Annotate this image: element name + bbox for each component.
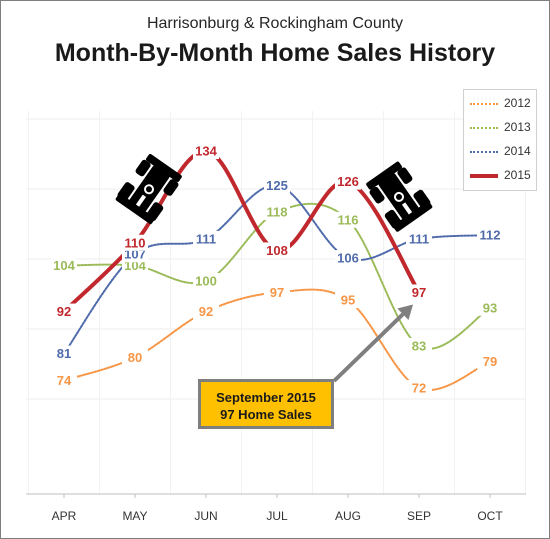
legend-swatch xyxy=(470,127,498,129)
annotation-callout: September 2015 97 Home Sales xyxy=(198,379,334,429)
data-label-bg xyxy=(51,345,77,362)
data-label: 118 xyxy=(267,205,288,220)
legend-label: 2014 xyxy=(504,144,531,158)
legend: 2012 2013 2014 2015 xyxy=(463,89,537,191)
data-label-bg xyxy=(193,143,219,160)
data-label: 111 xyxy=(409,231,429,246)
data-label: 110 xyxy=(125,235,146,250)
data-label-bg xyxy=(477,353,503,370)
data-label: 92 xyxy=(57,304,71,319)
data-label: 134 xyxy=(195,144,217,159)
data-label: 104 xyxy=(53,258,75,273)
data-label: 116 xyxy=(338,212,359,227)
data-label: 95 xyxy=(341,293,355,308)
series-line-2013 xyxy=(63,202,491,350)
data-label-bg xyxy=(51,303,77,320)
data-label-bg xyxy=(122,349,148,366)
data-label: 72 xyxy=(412,381,426,396)
data-label-bg xyxy=(264,242,290,259)
legend-item-2013: 2013 xyxy=(470,118,536,138)
legend-swatch xyxy=(470,151,498,153)
legend-label: 2012 xyxy=(504,96,531,110)
data-label-bg xyxy=(264,284,290,301)
x-tick-label: AUG xyxy=(335,509,361,523)
data-label: 111 xyxy=(196,231,216,246)
data-label-bg xyxy=(477,299,503,316)
data-label-bg xyxy=(264,177,290,194)
data-label: 108 xyxy=(266,243,288,258)
callout-arrow-shaft xyxy=(332,312,405,383)
legend-swatch xyxy=(470,174,498,178)
chart-subtitle: Harrisonburg & Rockingham County xyxy=(146,15,404,32)
data-label: 106 xyxy=(337,251,359,266)
legend-swatch xyxy=(470,103,498,105)
data-label: 92 xyxy=(199,304,213,319)
data-label: 74 xyxy=(57,373,72,388)
data-label-bg xyxy=(406,337,432,354)
data-label-bg xyxy=(193,230,219,247)
data-label: 93 xyxy=(483,300,497,315)
legend-label: 2013 xyxy=(504,120,531,134)
legend-item-2015: 2015 xyxy=(470,166,536,186)
x-tick-label: SEP xyxy=(407,509,431,523)
data-label-bg xyxy=(335,250,361,267)
data-label: 112 xyxy=(480,228,501,243)
data-label-bg xyxy=(193,273,219,289)
data-label: 100 xyxy=(195,274,217,289)
legend-item-2012: 2012 xyxy=(470,94,536,114)
data-label-bg xyxy=(406,284,432,301)
annotation-line2: 97 Home Sales xyxy=(220,407,312,422)
callout-arrow-head xyxy=(397,304,413,320)
chart-title: Month-By-Month Home Sales History xyxy=(54,39,496,67)
data-label-bg xyxy=(335,292,361,309)
data-label: 81 xyxy=(57,346,71,361)
data-label-bg xyxy=(51,372,77,389)
annotation-line1: September 2015 xyxy=(216,390,316,405)
legend-item-2014: 2014 xyxy=(470,142,536,162)
x-tick-label: MAY xyxy=(122,509,147,523)
x-tick-label: JUL xyxy=(266,509,288,523)
data-label: 97 xyxy=(270,285,284,300)
data-label-bg xyxy=(264,204,290,221)
data-label-bg xyxy=(406,380,432,397)
x-tick-label: JUN xyxy=(194,509,217,523)
race-car-icon xyxy=(366,161,433,232)
data-label: 83 xyxy=(412,338,426,353)
data-label-bg xyxy=(122,234,148,251)
x-tick-label: APR xyxy=(52,509,77,523)
data-label-bg xyxy=(335,173,361,190)
data-label: 80 xyxy=(128,350,142,365)
race-car-icon xyxy=(115,154,182,225)
legend-label: 2015 xyxy=(504,168,531,182)
data-label-bg xyxy=(193,303,219,320)
x-tick-label: OCT xyxy=(477,509,503,523)
data-label-bg xyxy=(335,211,361,228)
data-label: 97 xyxy=(412,285,426,300)
data-label-bg xyxy=(477,227,503,244)
data-label: 125 xyxy=(266,178,288,193)
data-label-bg xyxy=(406,230,432,247)
data-label: 79 xyxy=(483,354,497,369)
data-label: 126 xyxy=(337,174,359,189)
data-label-bg xyxy=(51,257,77,274)
